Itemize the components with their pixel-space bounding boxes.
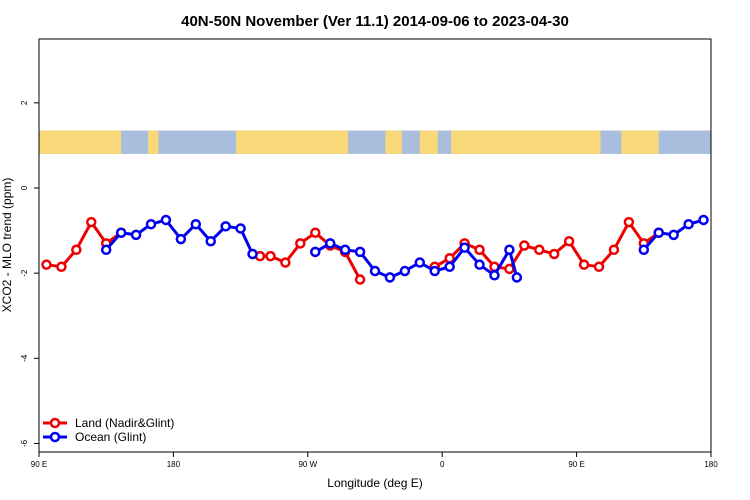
map-land <box>621 130 659 154</box>
x-tick-label: 180 <box>167 460 181 469</box>
data-point-1 <box>444 261 455 273</box>
data-point-1 <box>310 246 321 258</box>
data-point-1 <box>399 265 411 277</box>
map-land <box>236 130 349 154</box>
data-point-1 <box>324 238 336 249</box>
data-point-0 <box>608 244 620 256</box>
data-point-1 <box>474 259 485 270</box>
data-point-0 <box>593 261 605 273</box>
map-land <box>419 130 438 154</box>
x-axis: 90 E 180 90 W 0 90 E 180 <box>31 452 718 469</box>
data-point-0 <box>86 216 97 228</box>
data-point-0 <box>623 216 635 228</box>
data-point-1 <box>698 214 709 226</box>
data-point-1 <box>511 272 523 283</box>
data-point-1 <box>683 218 694 230</box>
x-tick-label: 90 E <box>568 460 584 469</box>
data-point-1 <box>100 244 112 256</box>
data-point-1 <box>653 227 664 238</box>
data-point-0 <box>534 244 545 256</box>
data-point-1 <box>638 244 650 256</box>
data-point-1 <box>235 223 246 234</box>
data-point-0 <box>519 240 530 251</box>
data-point-1 <box>489 270 500 281</box>
y-tick-label: 0 <box>20 185 29 190</box>
legend: Land (Nadir&Glint) Ocean (Glint) <box>43 416 174 444</box>
y-tick-label: -2 <box>20 269 29 277</box>
map-land <box>385 130 402 154</box>
series-layer <box>41 214 709 285</box>
data-point-1 <box>414 257 426 268</box>
legend-ocean-marker <box>49 431 61 443</box>
series-line-0 <box>433 220 660 271</box>
legend-land-marker <box>49 417 61 429</box>
data-point-1 <box>145 218 157 230</box>
legend-land-label: Land (Nadir&Glint) <box>75 416 174 430</box>
data-point-0 <box>354 274 366 285</box>
y-tick-label: -4 <box>20 354 29 362</box>
x-tick-label: 90 W <box>298 460 317 469</box>
x-tick-label: 0 <box>440 460 445 469</box>
y-axis-label: XCO2 - MLO trend (ppm) <box>0 178 14 313</box>
data-point-1 <box>459 242 470 253</box>
data-point-0 <box>504 263 515 275</box>
data-point-1 <box>175 233 187 245</box>
chart-title: 40N-50N November (Ver 11.1) 2014-09-06 t… <box>181 13 569 30</box>
data-point-1 <box>504 244 515 256</box>
data-point-1 <box>205 235 216 247</box>
data-point-0 <box>56 261 67 273</box>
data-point-1 <box>130 229 142 241</box>
data-point-1 <box>429 265 440 277</box>
map-ocean <box>39 130 711 154</box>
data-point-1 <box>115 227 127 238</box>
data-point-0 <box>280 257 291 268</box>
map-land <box>451 130 601 154</box>
data-point-0 <box>548 248 560 260</box>
map-band <box>39 130 711 154</box>
y-tick-label: -6 <box>20 439 29 447</box>
data-point-1 <box>160 214 172 226</box>
data-point-0 <box>295 238 306 249</box>
map-land <box>39 130 122 154</box>
data-point-1 <box>339 244 351 256</box>
data-point-1 <box>220 221 231 232</box>
data-point-0 <box>71 244 82 256</box>
data-point-1 <box>369 265 381 277</box>
data-point-0 <box>563 235 575 247</box>
x-axis-label: Longitude (deg E) <box>327 476 422 490</box>
y-tick-label: 2 <box>20 100 29 105</box>
data-point-0 <box>578 259 590 270</box>
x-tick-label: 90 E <box>31 460 47 469</box>
data-point-0 <box>310 227 321 238</box>
plot-frame <box>38 38 712 453</box>
data-point-1 <box>384 272 396 283</box>
map-land <box>148 130 159 154</box>
data-point-0 <box>41 259 52 270</box>
legend-ocean-label: Ocean (Glint) <box>75 430 146 444</box>
data-point-1 <box>354 246 366 258</box>
data-point-0 <box>474 244 485 256</box>
data-point-1 <box>190 218 202 230</box>
data-point-0 <box>265 250 276 262</box>
data-point-1 <box>247 248 258 260</box>
y-axis: 2 0 -2 -4 -6 <box>20 100 39 447</box>
x-tick-label: 180 <box>704 460 718 469</box>
data-point-1 <box>668 229 679 241</box>
